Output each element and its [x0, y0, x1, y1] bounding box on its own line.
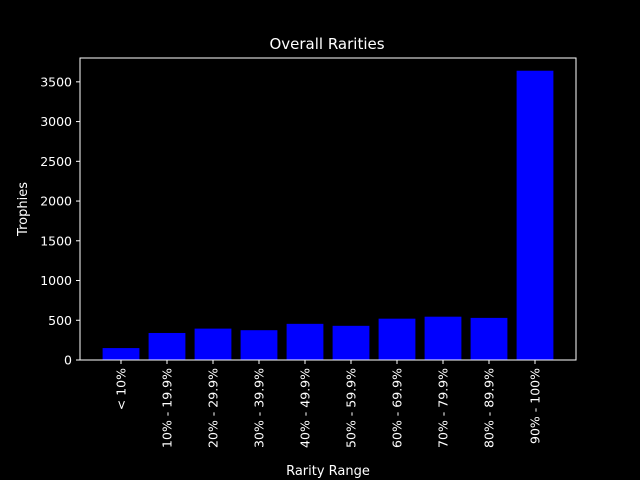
x-tick-label: 40% - 49.9% [298, 368, 313, 448]
bar [102, 348, 140, 360]
y-tick-label: 2500 [40, 154, 72, 169]
x-tick-label: 80% - 89.9% [482, 368, 497, 448]
x-tick-label: 50% - 59.9% [344, 368, 359, 448]
x-axis: < 10% 10% - 19.9% 20% - 29.9% 30% - 39.9% 40… [114, 360, 543, 448]
y-tick-label: 2000 [40, 194, 72, 209]
chart-title: Overall Rarities [269, 35, 384, 53]
y-tick-label: 1000 [40, 273, 72, 288]
x-tick-label: < 10% [114, 368, 129, 410]
y-axis: 0 500 1000 1500 2000 2500 3000 3500 [40, 74, 80, 368]
bar [332, 325, 370, 360]
bar [148, 332, 186, 360]
bar [286, 323, 324, 360]
y-tick-label: 1500 [40, 233, 72, 248]
bar [424, 316, 462, 360]
bar [378, 318, 416, 360]
x-tick-label: 60% - 69.9% [390, 368, 405, 448]
x-tick-label: 10% - 19.9% [160, 368, 175, 448]
y-tick-label: 500 [48, 313, 72, 328]
x-tick-label: 90% - 100% [528, 368, 543, 444]
bar [240, 330, 278, 360]
y-tick-label: 3500 [40, 74, 72, 89]
y-tick-label: 3000 [40, 114, 72, 129]
bar [194, 328, 232, 360]
x-tick-label: 70% - 79.9% [436, 368, 451, 448]
y-tick-label: 0 [64, 353, 72, 368]
bar [470, 317, 508, 360]
y-axis-label: Trophies [16, 182, 31, 237]
bar [516, 70, 554, 360]
x-tick-label: 20% - 29.9% [206, 368, 221, 448]
x-tick-label: 30% - 39.9% [252, 368, 267, 448]
bars-group [102, 70, 554, 360]
plot-frame [79, 57, 577, 361]
x-axis-label: Rarity Range [286, 464, 370, 479]
